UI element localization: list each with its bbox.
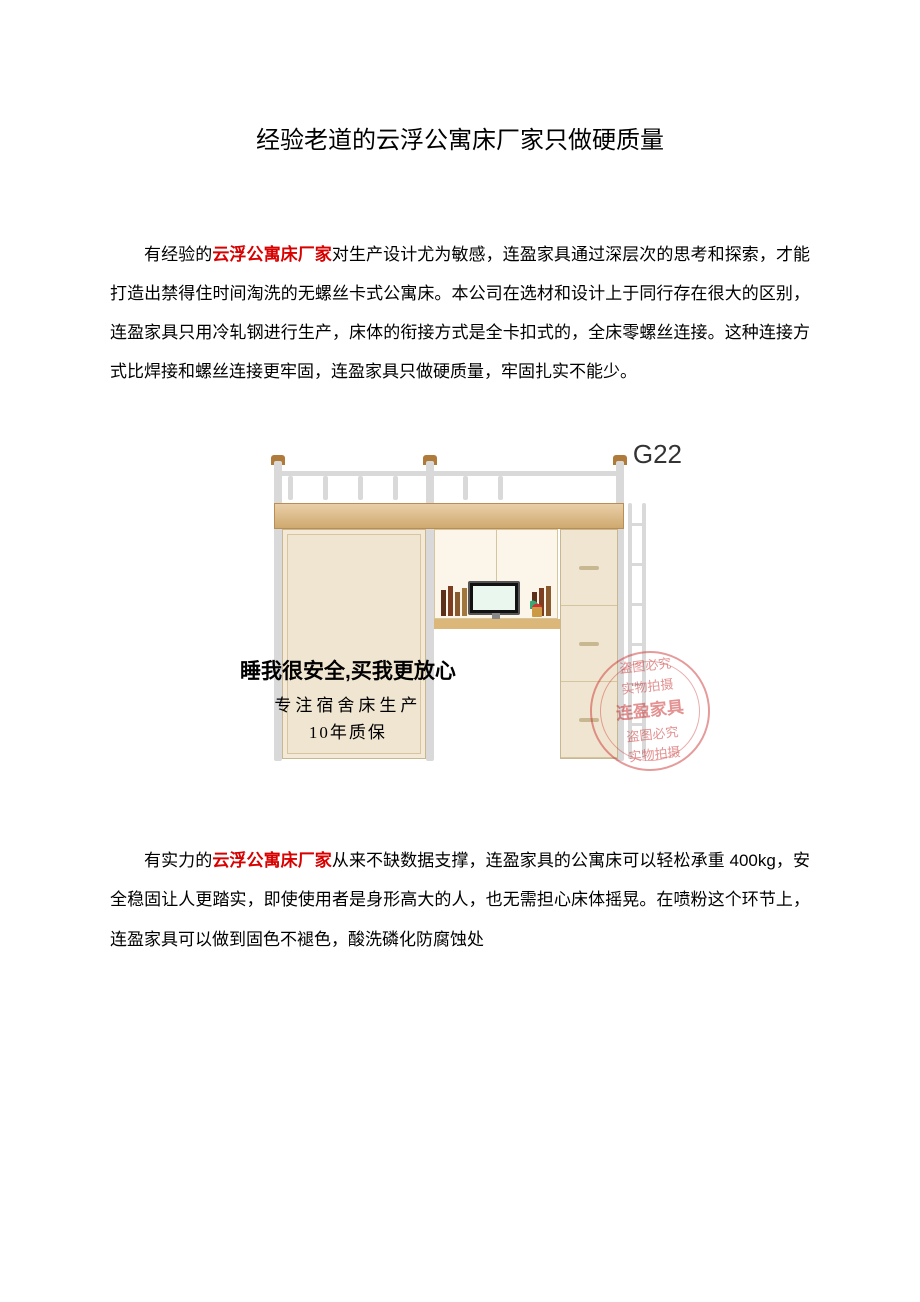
slogan-line3: 10年质保 — [240, 718, 456, 743]
product-figure: G22 — [230, 431, 690, 781]
paragraph-1: 有经验的云浮公寓床厂家对生产设计尤为敏感，连盈家具通过深层次的思考和探索，才能打… — [110, 235, 810, 391]
paragraph-2: 有实力的云浮公寓床厂家从来不缺数据支撑，连盈家具的公寓床可以轻松承重 400kg… — [110, 841, 810, 958]
slogan-overlay: 睡我很安全,买我更放心 专注宿舍床生产 10年质保 — [230, 649, 474, 749]
p1-pre: 有经验的 — [144, 245, 212, 264]
slogan-line1: 睡我很安全,买我更放心 — [240, 655, 456, 685]
plant-icon — [530, 593, 544, 617]
p2-pre: 有实力的 — [144, 851, 212, 870]
page-title: 经验老道的云浮公寓床厂家只做硬质量 — [110, 120, 810, 155]
stamp-text: 实物拍摄 — [628, 743, 682, 769]
p2-highlight: 云浮公寓床厂家 — [212, 851, 332, 870]
books — [441, 586, 467, 616]
stamp-text: 盗图必究 — [626, 722, 680, 748]
monitor-icon — [468, 581, 520, 615]
figure-container: G22 — [110, 431, 810, 781]
p1-highlight: 云浮公寓床厂家 — [212, 245, 332, 264]
slogan-line2: 专注宿舍床生产 — [240, 691, 456, 716]
bed-platform — [274, 503, 624, 529]
stamp-text: 盗图必究 — [618, 654, 672, 680]
stamp-text: 实物拍摄 — [621, 674, 675, 700]
guard-rail-bars — [288, 476, 568, 500]
p1-post: 对生产设计尤为敏感，连盈家具通过深层次的思考和探索，才能打造出禁得住时间淘洗的无… — [110, 245, 810, 381]
model-label: G22 — [633, 439, 682, 470]
stamp-brand: 连盈家具 — [615, 694, 685, 728]
